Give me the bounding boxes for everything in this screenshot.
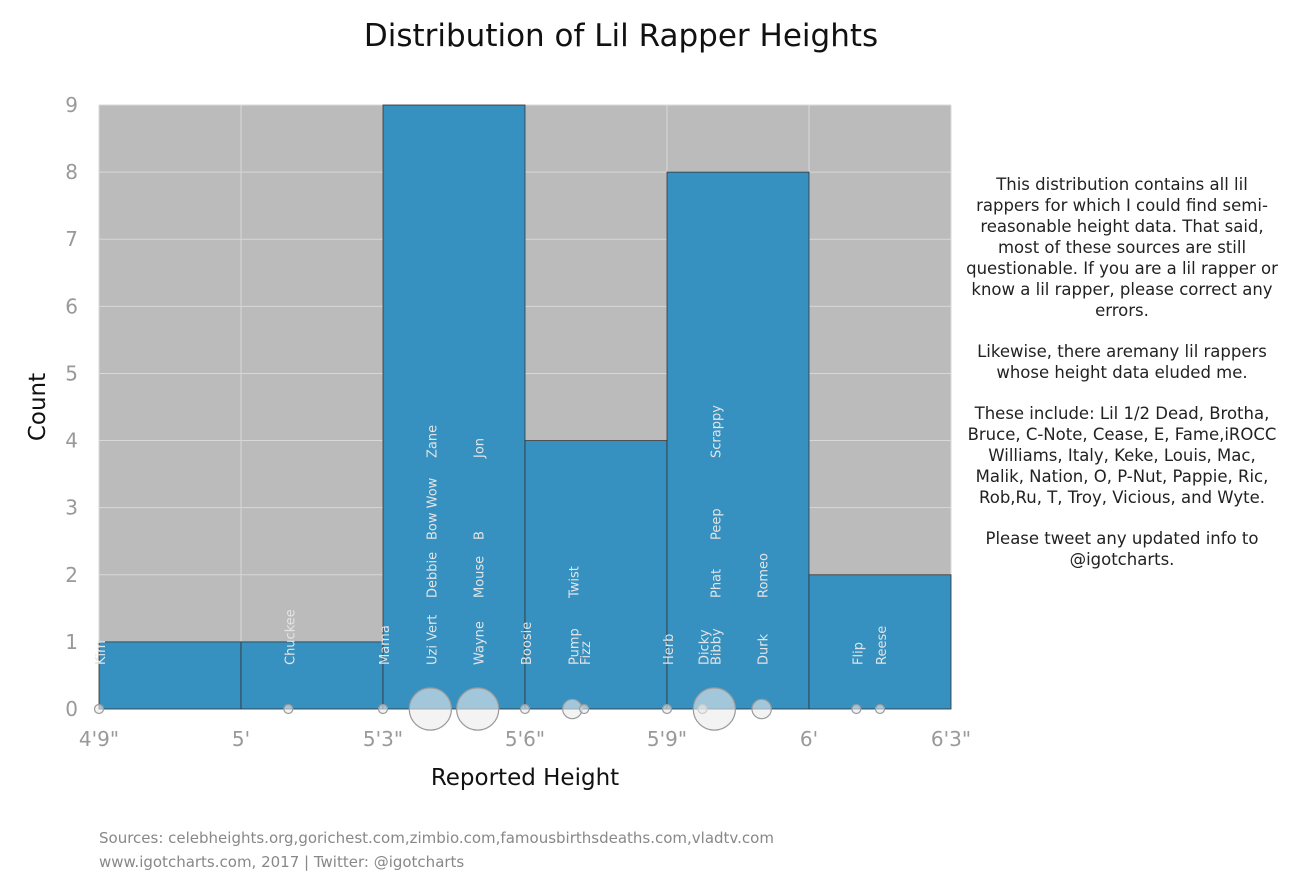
rapper-name-label: Mama (378, 625, 393, 665)
height-bubble (579, 703, 590, 715)
note-paragraph-4: Please tweet any updated info to @igotch… (985, 529, 1259, 569)
rapper-name-label: Dicky (698, 629, 713, 665)
rapper-name-label: Mouse (473, 556, 488, 598)
y-tick-label: 4 (65, 429, 78, 453)
rapper-name-label: Romeo (757, 553, 772, 598)
rapper-name-label: Twist (567, 566, 582, 599)
y-tick-label: 5 (65, 361, 78, 385)
height-bubble (93, 703, 105, 715)
rapper-name-label: Peep (709, 508, 724, 540)
x-axis-label: Reported Height (431, 765, 619, 791)
rapper-name-label: Kim (94, 640, 109, 665)
height-bubble (692, 687, 737, 731)
rapper-name-label: Debbie (425, 552, 440, 598)
footer-sources: Sources: celebheights.org,gorichest.com,… (99, 829, 774, 847)
rapper-name-label: Bow Wow (425, 477, 440, 540)
x-tick-label: 5'6" (505, 727, 545, 751)
height-bubble (377, 703, 389, 715)
rapper-name-label: Boosie (520, 622, 535, 665)
rapper-name-label: Scrappy (709, 405, 724, 458)
y-tick-label: 7 (65, 227, 78, 251)
height-bubble (455, 687, 500, 731)
note-paragraph-2: Likewise, there aremany lil rappers whos… (977, 342, 1267, 382)
y-tick-label: 1 (65, 630, 78, 654)
histogram-bar (98, 641, 242, 710)
height-bubble (519, 703, 531, 715)
rapper-name-label: Wayne (473, 621, 488, 665)
x-tick-label: 6' (800, 727, 818, 751)
x-tick-label: 4'9" (79, 727, 119, 751)
x-tick-label: 5' (232, 727, 250, 751)
note-paragraph-1: This distribution contains all lil rappe… (966, 175, 1278, 320)
rapper-name-label: Herb (662, 634, 677, 665)
height-bubble (851, 703, 862, 715)
rapper-name-label: Bibby (709, 628, 724, 665)
rapper-name-label: Jon (473, 438, 488, 459)
rapper-name-label: Phat (709, 569, 724, 598)
height-bubble (874, 703, 886, 715)
y-tick-label: 2 (65, 563, 78, 587)
y-tick-label: 3 (65, 496, 78, 520)
histogram-bar (240, 641, 384, 710)
y-tick-label: 9 (65, 93, 78, 117)
histogram-bar (808, 574, 952, 710)
x-tick-label: 6'3" (931, 727, 971, 751)
rapper-name-label: Fizz (579, 641, 594, 665)
rapper-name-label: Durk (757, 633, 772, 665)
rapper-name-label: Pump (567, 628, 582, 665)
height-bubble (283, 703, 294, 715)
histogram-bar (382, 104, 526, 710)
rapper-name-label: Reese (875, 626, 890, 665)
x-tick-label: 5'9" (647, 727, 687, 751)
rapper-name-label: Uzi Vert (425, 615, 440, 665)
y-axis-label: Count (25, 373, 51, 441)
height-bubble (408, 687, 453, 731)
notes-panel: This distribution contains all lil rappe… (964, 174, 1280, 590)
histogram-bar (524, 440, 668, 710)
height-bubble (751, 698, 772, 720)
y-tick-label: 6 (65, 294, 78, 318)
rapper-name-label: Zane (425, 425, 440, 458)
footer: Sources: celebheights.org,gorichest.com,… (99, 826, 774, 874)
rapper-name-label: Flip (851, 642, 866, 665)
histogram-bar (666, 171, 810, 710)
footer-credit: www.igotcharts.com, 2017 | Twitter: @igo… (99, 853, 465, 871)
chart-title: Distribution of Lil Rapper Heights (363, 18, 879, 54)
x-tick-label: 5'3" (363, 727, 403, 751)
height-bubble (661, 703, 673, 715)
rapper-name-label: Chuckee (283, 609, 298, 665)
y-tick-label: 0 (65, 697, 78, 721)
rapper-name-label: B (473, 531, 488, 540)
note-paragraph-3: These include: Lil 1/2 Dead, Brotha, Bru… (967, 404, 1277, 507)
y-tick-label: 8 (65, 160, 78, 184)
